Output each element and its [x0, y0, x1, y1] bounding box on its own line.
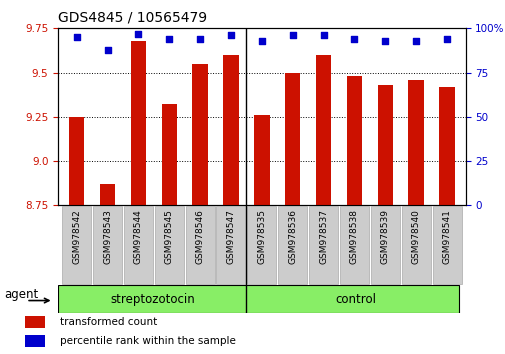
Text: GSM978540: GSM978540 [411, 209, 420, 264]
Bar [438, 87, 454, 205]
Bar [192, 64, 208, 205]
Text: GSM978547: GSM978547 [226, 209, 235, 264]
Point [104, 47, 112, 52]
FancyBboxPatch shape [185, 206, 214, 284]
Text: GSM978543: GSM978543 [103, 209, 112, 264]
Bar [69, 117, 84, 205]
Text: GDS4845 / 10565479: GDS4845 / 10565479 [58, 10, 207, 24]
Text: GSM978545: GSM978545 [165, 209, 173, 264]
Text: streptozotocin: streptozotocin [110, 293, 194, 306]
Text: GSM978544: GSM978544 [134, 209, 142, 264]
Bar [346, 76, 362, 205]
Text: control: control [335, 293, 376, 306]
FancyBboxPatch shape [278, 206, 307, 284]
Point [258, 38, 266, 44]
Text: agent: agent [5, 289, 39, 301]
Point [319, 33, 327, 38]
FancyBboxPatch shape [339, 206, 368, 284]
FancyBboxPatch shape [247, 206, 276, 284]
Point [349, 36, 358, 42]
FancyBboxPatch shape [124, 206, 153, 284]
Bar [25, 335, 44, 347]
Bar [284, 73, 300, 205]
Bar [315, 55, 331, 205]
Point [411, 38, 419, 44]
Text: transformed count: transformed count [60, 317, 157, 327]
Text: GSM978539: GSM978539 [380, 209, 389, 264]
FancyBboxPatch shape [155, 206, 183, 284]
Text: GSM978546: GSM978546 [195, 209, 204, 264]
Text: GSM978535: GSM978535 [257, 209, 266, 264]
Text: GSM978541: GSM978541 [442, 209, 450, 264]
Bar [377, 85, 392, 205]
Point [196, 36, 204, 42]
Text: GSM978537: GSM978537 [319, 209, 327, 264]
FancyBboxPatch shape [216, 206, 245, 284]
Bar [161, 104, 177, 205]
Point [134, 31, 142, 36]
Point [442, 36, 450, 42]
FancyBboxPatch shape [370, 206, 399, 284]
Point [380, 38, 388, 44]
Bar [408, 80, 423, 205]
Text: GSM978542: GSM978542 [72, 209, 81, 264]
Bar [223, 55, 238, 205]
Text: GSM978538: GSM978538 [349, 209, 358, 264]
FancyBboxPatch shape [401, 206, 430, 284]
Point [73, 34, 81, 40]
FancyBboxPatch shape [62, 206, 91, 284]
Bar [254, 115, 269, 205]
Bar [130, 41, 146, 205]
Bar [99, 184, 115, 205]
FancyBboxPatch shape [432, 206, 461, 284]
FancyBboxPatch shape [309, 206, 337, 284]
Bar [25, 316, 44, 328]
FancyBboxPatch shape [93, 206, 122, 284]
Point [165, 36, 173, 42]
Text: percentile rank within the sample: percentile rank within the sample [60, 336, 235, 346]
Point [227, 33, 235, 38]
Text: GSM978536: GSM978536 [288, 209, 296, 264]
Point [288, 33, 296, 38]
FancyBboxPatch shape [58, 285, 459, 313]
